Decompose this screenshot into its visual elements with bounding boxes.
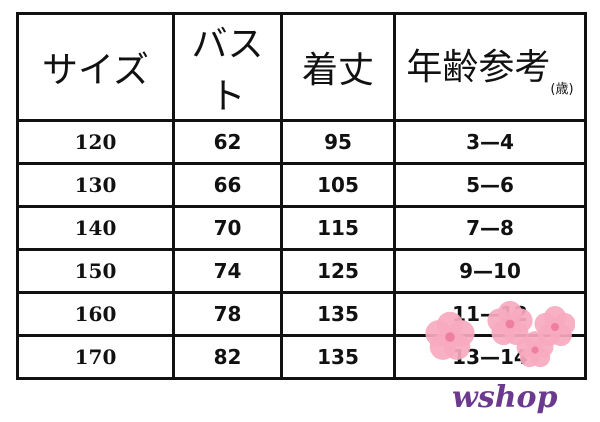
table-row: 170 82 135 13—14 (16, 334, 587, 380)
flower-icon (425, 311, 475, 360)
cell-size: 150 (16, 248, 175, 294)
cell-size: 130 (16, 162, 175, 208)
cell-length: 115 (280, 205, 396, 251)
cell-size: 170 (16, 334, 175, 380)
cell-length: 135 (280, 334, 396, 380)
cell-length: 105 (280, 162, 396, 208)
header-length: 着丈 (280, 12, 396, 122)
cell-bust: 74 (172, 248, 283, 294)
header-size: サイズ (16, 12, 175, 122)
header-age-unit: (歳) (550, 81, 574, 97)
flower-icon (516, 331, 554, 368)
shop-logo: wshop (452, 380, 558, 415)
table-row: 130 66 105 5—6 (16, 162, 587, 208)
cherry-blossom-decoration (425, 300, 575, 368)
table-row: 140 70 115 7—8 (16, 205, 587, 251)
cell-length: 125 (280, 248, 396, 294)
cell-bust: 78 (172, 291, 283, 337)
cell-bust: 62 (172, 119, 283, 165)
cell-bust: 70 (172, 205, 283, 251)
header-age: 年齢参考(歳) (393, 12, 587, 122)
cell-length: 95 (280, 119, 396, 165)
header-age-label: 年齢参考 (406, 46, 551, 88)
cell-age: 3—4 (393, 119, 587, 165)
cell-length: 135 (280, 291, 396, 337)
cell-age: 5—6 (393, 162, 587, 208)
table-row: 120 62 95 3—4 (16, 119, 587, 165)
cell-size: 120 (16, 119, 175, 165)
table-row: 150 74 125 9—10 (16, 248, 587, 294)
header-row: サイズ バスト 着丈 年齢参考(歳) (16, 12, 587, 122)
cell-age: 7—8 (393, 205, 587, 251)
cell-bust: 66 (172, 162, 283, 208)
cell-bust: 82 (172, 334, 283, 380)
header-bust: バスト (172, 12, 283, 122)
cell-age: 9—10 (393, 248, 587, 294)
cell-size: 160 (16, 291, 175, 337)
cell-size: 140 (16, 205, 175, 251)
